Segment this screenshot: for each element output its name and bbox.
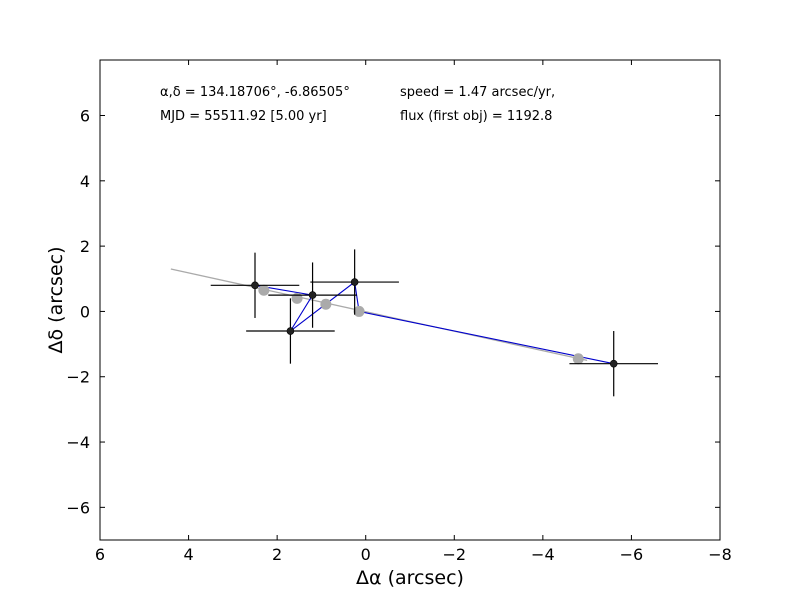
x-tick-label: 6 (95, 545, 105, 564)
x-tick-label: −8 (708, 545, 732, 564)
x-tick-label: −4 (531, 545, 555, 564)
model-point (258, 284, 270, 296)
observed-point (609, 359, 618, 368)
x-tick-label: 0 (361, 545, 371, 564)
y-tick-label: 0 (80, 302, 90, 321)
x-tick-label: −6 (620, 545, 644, 564)
connector-line (254, 281, 614, 365)
y-tick-label: −2 (66, 368, 90, 387)
observed-point (286, 327, 295, 335)
plot-marks (170, 249, 658, 397)
x-axis-label: Δα (arcsec) (356, 567, 464, 589)
model-point (572, 353, 584, 365)
y-tick-label: 2 (80, 237, 90, 256)
y-axis-label: Δδ (arcsec) (45, 246, 67, 353)
annotation-flux: flux (first obj) = 1192.8 (400, 109, 552, 124)
annotation-coords: α,δ = 134.18706°, -6.86505° (160, 85, 350, 100)
model-point (320, 298, 332, 310)
model-line (170, 268, 588, 362)
annotation-speed: speed = 1.47 arcsec/yr, (400, 85, 555, 100)
annotation-mjd: MJD = 55511.92 [5.00 yr] (160, 109, 327, 124)
y-tick-label: −4 (66, 433, 90, 452)
observed-point (251, 281, 259, 290)
model-point (353, 305, 365, 317)
plot-frame (99, 59, 721, 541)
x-tick-label: 2 (272, 545, 282, 564)
x-tick-label: −2 (442, 545, 466, 564)
axis-ticks: 6 4 2 0 −2 −4 −6 −8 −6 −4 −2 0 2 4 6 (66, 60, 732, 564)
x-tick-label: 4 (183, 545, 193, 564)
observed-point (308, 291, 317, 299)
y-tick-label: 4 (80, 172, 90, 191)
observed-point (350, 278, 359, 286)
y-tick-label: −6 (66, 498, 90, 517)
y-tick-label: 6 (80, 107, 90, 126)
